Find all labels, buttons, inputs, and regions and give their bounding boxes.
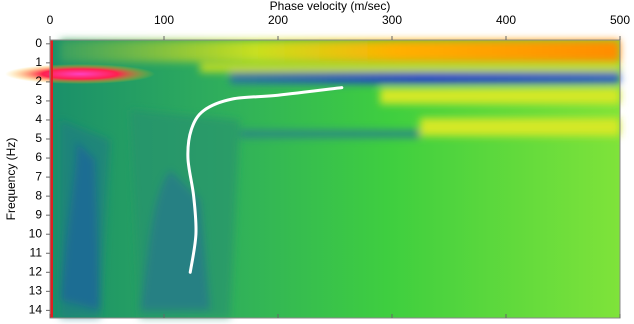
x-tick-label: 500: [610, 13, 630, 27]
y-tick-label: 6: [35, 150, 42, 164]
x-axis-title: Phase velocity (m/sec): [270, 0, 391, 13]
y-tick-label: 7: [35, 169, 42, 183]
y-axis-title: Frequency (Hz): [4, 138, 18, 221]
y-tick-label: 11: [30, 245, 43, 259]
y-tick-label: 13: [29, 284, 43, 298]
y-tick-label: 10: [29, 226, 43, 240]
heatmap-background: [5, 40, 620, 318]
y-tick-label: 4: [35, 112, 42, 126]
y-tick-label: 8: [35, 188, 42, 202]
y-tick-label: 14: [29, 303, 43, 317]
x-tick-label: 300: [382, 13, 402, 27]
y-tick-label: 3: [35, 93, 42, 107]
plot-frame: [49, 39, 621, 319]
x-tick-label: 100: [154, 13, 174, 27]
y-tick-label: 9: [35, 207, 42, 221]
y-tick-label: 5: [35, 131, 42, 145]
y-tick-label: 1: [35, 55, 42, 69]
x-tick-label: 200: [268, 13, 288, 27]
y-tick-label: 2: [35, 74, 42, 88]
y-tick-label: 0: [35, 36, 42, 50]
dispersion-curve: [186, 86, 344, 274]
y-tick-label: 12: [29, 264, 43, 278]
x-tick-label: 400: [496, 13, 516, 27]
x-tick-label: 0: [47, 13, 54, 27]
